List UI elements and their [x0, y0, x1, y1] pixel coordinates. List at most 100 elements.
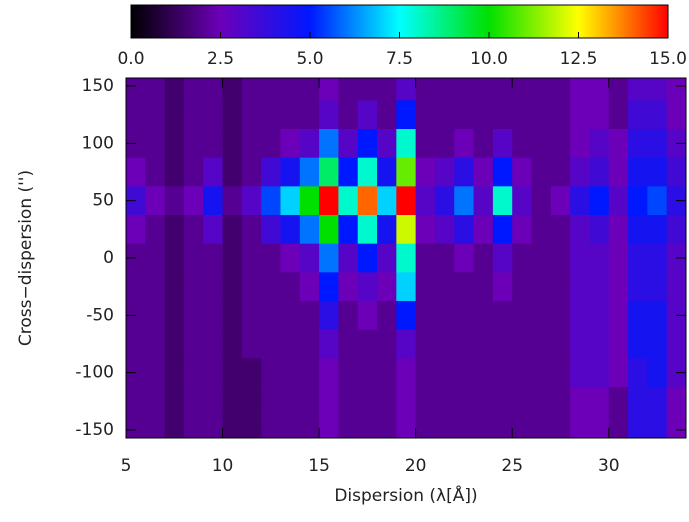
- heatmap-cell: [183, 215, 204, 245]
- heatmap-cell: [589, 186, 610, 216]
- heatmap-cell: [280, 215, 301, 245]
- heatmap-cell: [203, 329, 224, 359]
- heatmap-cell: [357, 386, 378, 417]
- heatmap-cell: [357, 215, 378, 245]
- heatmap-cell: [203, 358, 224, 388]
- heatmap-cell: [241, 186, 262, 216]
- heatmap-cell: [280, 157, 301, 187]
- heatmap-cell: [338, 157, 359, 187]
- heatmap-cell: [338, 215, 359, 245]
- heatmap-cell: [357, 329, 378, 359]
- heatmap-cell: [415, 100, 436, 130]
- heatmap-cell: [164, 358, 185, 388]
- heatmap-cell: [550, 100, 571, 130]
- heatmap-cell: [183, 78, 204, 101]
- heatmap-cell: [454, 129, 475, 159]
- y-axis-title: Cross−dispersion (''): [16, 170, 36, 346]
- heatmap-cell: [570, 300, 590, 331]
- heatmap-cell: [299, 272, 320, 302]
- heatmap-cell: [531, 100, 552, 130]
- heatmap-cell: [628, 78, 648, 101]
- heatmap-cell: [203, 129, 224, 159]
- heatmap-cell: [531, 186, 552, 216]
- heatmap-cell: [222, 78, 243, 101]
- heatmap-cell: [415, 386, 436, 417]
- heatmap-cell: [589, 415, 610, 438]
- heatmap-cell: [222, 358, 243, 388]
- heatmap-cell: [512, 186, 533, 216]
- heatmap-cell: [222, 100, 243, 130]
- heatmap-cell: [647, 300, 668, 331]
- heatmap-cell: [512, 215, 533, 245]
- colorbar-tick-label: 12.5: [560, 49, 598, 69]
- heatmap-cell: [473, 300, 494, 331]
- heatmap-cell: [183, 157, 204, 187]
- heatmap-cell: [183, 272, 204, 302]
- heatmap-cell: [145, 386, 166, 417]
- heatmap-cell: [299, 186, 320, 216]
- heatmap-cell: [222, 157, 243, 187]
- heatmap-cell: [203, 100, 224, 130]
- heatmap-cell: [608, 129, 629, 159]
- heatmap-cell: [145, 329, 166, 359]
- heatmap-cell: [396, 215, 417, 245]
- heatmap-cell: [473, 157, 494, 187]
- heatmap-cell: [531, 386, 552, 417]
- heatmap-cell: [492, 243, 513, 273]
- heatmap-cell: [319, 243, 339, 273]
- heatmap-cell: [550, 358, 571, 388]
- heatmap-cell: [203, 186, 224, 216]
- heatmap-cell: [647, 215, 668, 245]
- heatmap-cell: [473, 272, 494, 302]
- colorbar-tick-label: 2.5: [207, 49, 234, 69]
- heatmap-cell: [261, 386, 281, 417]
- heatmap-cell: [319, 329, 339, 359]
- heatmap-cell: [338, 358, 359, 388]
- heatmap-cell: [357, 300, 378, 331]
- heatmap-cell: [338, 100, 359, 130]
- heatmap-cell: [608, 329, 629, 359]
- heatmap-cell: [241, 358, 262, 388]
- heatmap-cell: [628, 243, 648, 273]
- heatmap-cell: [357, 78, 378, 101]
- heatmap-cell: [589, 215, 610, 245]
- heatmap-cell: [492, 415, 513, 438]
- heatmap-cell: [666, 329, 686, 359]
- heatmap-cell: [319, 272, 339, 302]
- heatmap-cell: [164, 186, 185, 216]
- colorbar-tick-label: 7.5: [386, 49, 413, 69]
- x-tick-label: 5: [121, 456, 132, 476]
- heatmap-cell: [415, 186, 436, 216]
- heatmap-cell: [126, 157, 146, 187]
- heatmap-cell: [454, 358, 475, 388]
- heatmap-cell: [647, 129, 668, 159]
- heatmap-cell: [647, 386, 668, 417]
- heatmap-cell: [396, 129, 417, 159]
- heatmap-cell: [203, 243, 224, 273]
- heatmap-cell: [396, 243, 417, 273]
- heatmap-cell: [145, 186, 166, 216]
- heatmap-cell: [164, 215, 185, 245]
- heatmap-cell: [145, 300, 166, 331]
- heatmap-cell: [280, 100, 301, 130]
- y-tick-label: 100: [82, 133, 114, 153]
- heatmap-cell: [570, 78, 590, 101]
- heatmap-cell: [261, 272, 281, 302]
- heatmap-cell: [550, 78, 571, 101]
- heatmap-cell: [396, 100, 417, 130]
- heatmap-cell: [183, 329, 204, 359]
- heatmap-cell: [126, 100, 146, 130]
- heatmap-cell: [241, 129, 262, 159]
- heatmap-cell: [512, 157, 533, 187]
- heatmap-cell: [222, 386, 243, 417]
- heatmap-cell: [145, 157, 166, 187]
- heatmap-cell: [628, 386, 648, 417]
- heatmap-cell: [454, 186, 475, 216]
- heatmap-cell: [434, 329, 455, 359]
- heatmap-cell: [550, 215, 571, 245]
- heatmap-cell: [222, 272, 243, 302]
- heatmap-cell: [492, 186, 513, 216]
- heatmap-cell: [434, 386, 455, 417]
- heatmap-cell: [666, 272, 686, 302]
